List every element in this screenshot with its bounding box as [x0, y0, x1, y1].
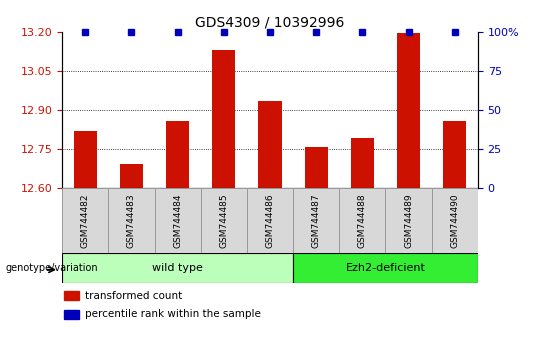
Bar	[154, 188, 201, 253]
Bar	[397, 33, 420, 188]
Bar	[443, 121, 467, 188]
Bar	[64, 310, 79, 319]
Text: GSM744482: GSM744482	[80, 193, 90, 247]
Bar	[201, 188, 247, 253]
Text: GSM744489: GSM744489	[404, 193, 413, 248]
Bar	[305, 147, 328, 188]
Bar	[247, 188, 293, 253]
Text: wild type: wild type	[152, 263, 203, 273]
Text: GSM744484: GSM744484	[173, 193, 182, 247]
Bar	[259, 101, 281, 188]
Bar	[293, 188, 339, 253]
Text: GSM744488: GSM744488	[358, 193, 367, 248]
Text: genotype/variation: genotype/variation	[5, 263, 98, 273]
Bar	[431, 188, 478, 253]
Text: percentile rank within the sample: percentile rank within the sample	[85, 309, 261, 319]
Bar	[120, 164, 143, 188]
Text: GSM744483: GSM744483	[127, 193, 136, 248]
Bar	[386, 188, 431, 253]
Text: GSM744485: GSM744485	[219, 193, 228, 248]
Text: GSM744486: GSM744486	[266, 193, 274, 248]
Bar	[293, 253, 478, 283]
Text: GSM744487: GSM744487	[312, 193, 321, 248]
Bar	[166, 121, 189, 188]
Bar	[339, 188, 386, 253]
Title: GDS4309 / 10392996: GDS4309 / 10392996	[195, 15, 345, 29]
Text: transformed count: transformed count	[85, 291, 182, 301]
Text: Ezh2-deficient: Ezh2-deficient	[346, 263, 426, 273]
Bar	[62, 188, 109, 253]
Bar	[351, 138, 374, 188]
Bar	[109, 188, 154, 253]
Text: GSM744490: GSM744490	[450, 193, 460, 248]
Bar	[73, 131, 97, 188]
Bar	[64, 291, 79, 301]
Bar	[62, 253, 293, 283]
Bar	[212, 50, 235, 188]
